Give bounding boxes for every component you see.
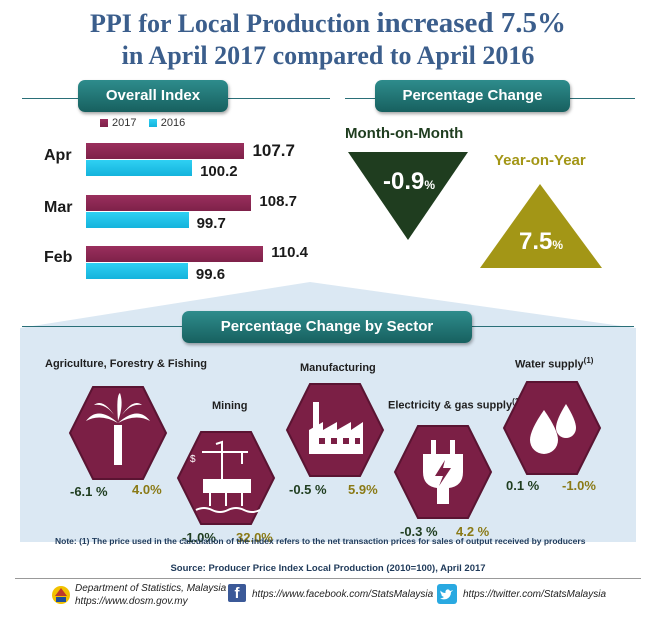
bar-2017-mar [86,195,252,211]
chart-legend: 2017 2016 [100,117,185,129]
value-label-2016-apr: 100.2 [200,163,238,180]
water-yoy: -1.0% [562,478,596,493]
bar-2017-apr [86,143,245,159]
electricity-yoy: 4.2 % [456,524,490,539]
mining-mom: -1.0% [182,530,216,545]
dollar-icon: $ [190,454,196,465]
manufacturing-mom: -0.5 % [289,482,327,497]
value-label-2017-mar: 108.7 [259,193,297,210]
category-label-feb: Feb [44,249,73,266]
manufacturing-hexagon [285,383,385,477]
twitter-icon[interactable] [437,584,457,604]
yoy-label: Year-on-Year [494,152,586,169]
percentage-change-header: Percentage Change [375,80,570,112]
footer-facebook[interactable]: https://www.facebook.com/StatsMalaysia [252,589,434,600]
mining-yoy: 32.0% [236,530,273,545]
dosm-logo-icon [52,586,70,604]
page-title: PPI for Local Production increased 7.5% [0,8,656,39]
mom-label: Month-on-Month [345,125,464,142]
legend-swatch-2016 [148,119,157,128]
agriculture-yoy: 4.0% [132,482,162,497]
sector-water-text: Water supply [515,358,584,371]
yoy-triangle [480,184,602,268]
value-label-2017-feb: 110.4 [271,244,308,261]
oil-rig-icon [195,440,261,513]
sector-label-manufacturing: Manufacturing [300,362,376,374]
lightning-icon [435,460,451,486]
bar-2016-mar [86,212,189,228]
electricity-mom: -0.3 % [400,524,438,539]
water-mom: 0.1 % [506,478,540,493]
note: Note: (1) The price used in the calculat… [55,536,586,546]
value-label-2016-mar: 99.7 [196,215,226,232]
footer-divider [15,578,641,579]
sector-header: Percentage Change by Sector [182,311,472,343]
value-label-2017-apr: 107.7 [252,141,295,160]
source: Source: Producer Price Index Local Produ… [170,563,486,574]
footer-dept-name: Department of Statistics, Malaysia [75,583,227,594]
mom-value: -0.9% [360,168,458,196]
bar-2017-feb [86,246,264,262]
yoy-value-number: 7.5 [518,228,553,255]
category-label-mar: Mar [44,199,73,216]
sector-label-mining: Mining [212,400,248,412]
yoy-value-unit: % [552,238,564,252]
title-part2: increased 7.5% [376,7,567,39]
sector-label-water: Water supply(1) [515,356,593,371]
mom-triangle [348,152,468,240]
agriculture-hexagon [68,386,168,480]
footer-dept-url[interactable]: https://www.dosm.gov.my [75,596,188,607]
manufacturing-yoy: 5.9% [348,482,378,497]
bar-2016-feb [86,263,188,279]
bar-2016-apr [86,160,193,176]
legend-2017: 2017 [112,117,137,129]
mom-value-number: -0.9 [382,168,425,195]
mining-hexagon: $ [176,431,276,525]
value-label-2016-feb: 99.6 [195,266,226,283]
yoy-value: 7.5% [495,228,587,256]
overall-index-header: Overall Index [78,80,228,112]
category-label-apr: Apr [44,147,72,164]
legend-swatch-2017 [100,119,108,128]
sector-water-sup: (1) [583,356,594,365]
agriculture-mom: -6.1 % [70,484,108,499]
title-part1: PPI for Local Production [89,9,370,38]
sector-electricity-text: Electricity & gas supply [388,399,513,412]
page-subtitle: in April 2017 compared to April 2016 [121,41,535,70]
facebook-icon[interactable]: f [228,584,246,602]
water-drop-icon [530,404,576,454]
palm-tree-icon [86,393,150,465]
water-hexagon [502,381,602,475]
sector-label-agriculture: Agriculture, Forestry & Fishing [45,358,207,370]
mom-value-unit: % [424,178,436,192]
footer-twitter[interactable]: https://twitter.com/StatsMalaysia [463,589,607,600]
legend-2016: 2016 [160,117,186,129]
electricity-hexagon [393,425,493,519]
overall-index-chart: Apr 107.7 100.2 Mar 108.7 99.7 Feb 110.4 99.6 [0,0,340,300]
